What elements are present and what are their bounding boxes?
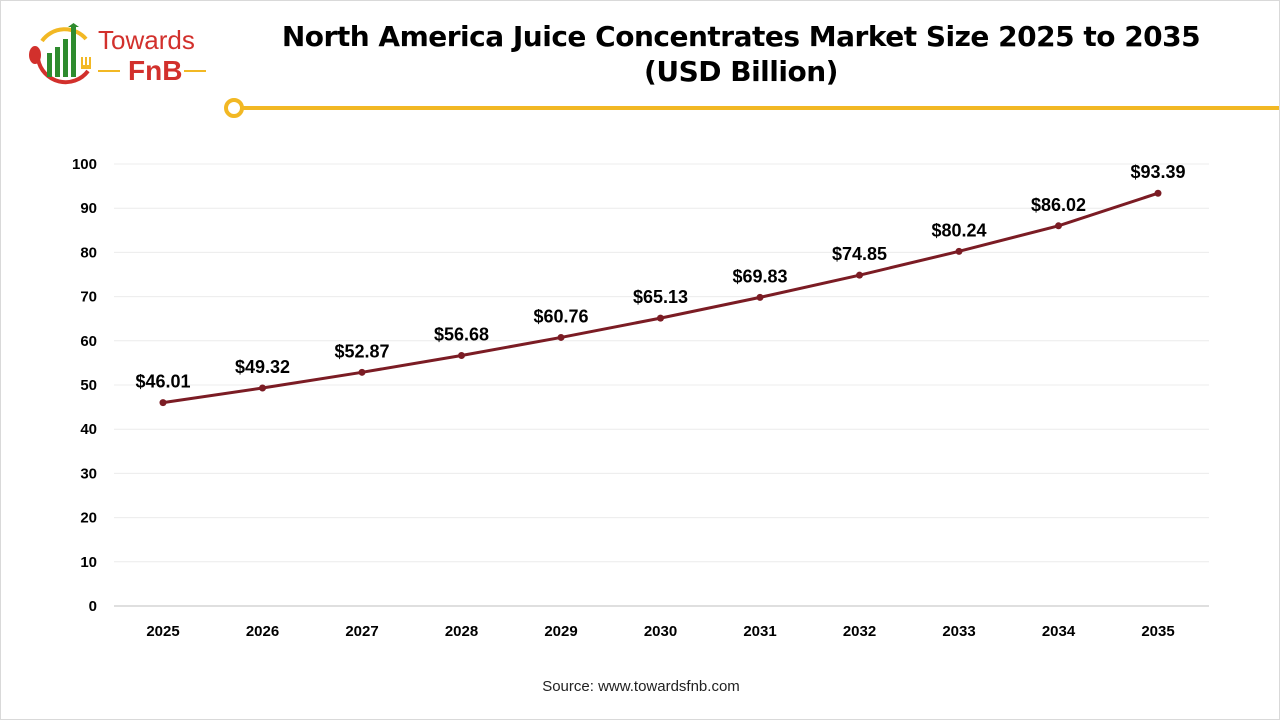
x-tick-label: 2029 [544,623,577,640]
logo-text-towards: Towards [98,25,195,55]
data-label: $60.76 [533,306,588,326]
y-tick-label: 40 [80,421,97,438]
y-tick-label: 100 [72,156,97,173]
x-tick-label: 2026 [246,623,279,640]
chart-title: North America Juice Concentrates Market … [271,19,1211,89]
x-tick-label: 2028 [445,623,478,640]
x-tick-label: 2032 [843,623,876,640]
y-tick-label: 10 [80,554,97,571]
data-label: $52.87 [334,341,389,361]
chart-title-line-2: (USD Billion) [644,55,838,88]
data-point [756,293,764,301]
logo-graphic-icon [29,23,91,85]
x-tick-label: 2027 [345,623,378,640]
x-tick-label: 2034 [1042,623,1076,640]
data-label: $93.39 [1130,162,1185,182]
x-tick-label: 2030 [644,623,677,640]
y-tick-label: 0 [89,598,97,615]
y-tick-label: 50 [80,377,97,394]
x-tick-label: 2035 [1141,623,1174,640]
data-label: $74.85 [832,244,887,264]
y-tick-label: 20 [80,510,97,527]
data-label: $56.68 [434,324,489,344]
title-underline [243,106,1279,110]
y-tick-label: 60 [80,333,97,350]
data-point [955,247,963,255]
y-tick-label: 80 [80,244,97,261]
data-point [1055,222,1062,230]
y-tick-label: 90 [80,200,97,217]
data-label: $65.13 [633,287,688,307]
data-point [557,333,565,341]
data-label: $69.83 [732,266,787,286]
data-label: $49.32 [235,357,290,377]
data-label: $86.02 [1031,195,1086,215]
towards-fnb-logo: Towards FnB [26,19,226,91]
title-underline-ring [224,98,244,118]
x-tick-label: 2033 [942,623,975,640]
logo-text-fnb: FnB [128,55,183,86]
chart-title-line-1: North America Juice Concentrates Market … [281,20,1201,53]
data-point [1154,189,1162,197]
data-point [856,271,863,279]
logo-dash-left [98,70,120,72]
data-point [458,351,465,359]
data-label: $80.24 [931,220,986,240]
data-point [657,314,664,322]
x-tick-label: 2025 [146,623,179,640]
data-point [358,368,366,376]
source-note: Source: www.towardsfnb.com [542,678,740,695]
x-tick-label: 2031 [743,623,776,640]
y-tick-label: 30 [80,465,97,482]
data-label: $46.01 [135,372,190,392]
data-point [259,384,266,392]
y-tick-label: 70 [80,289,97,306]
data-point [159,399,167,407]
logo-dash-right [184,70,206,72]
